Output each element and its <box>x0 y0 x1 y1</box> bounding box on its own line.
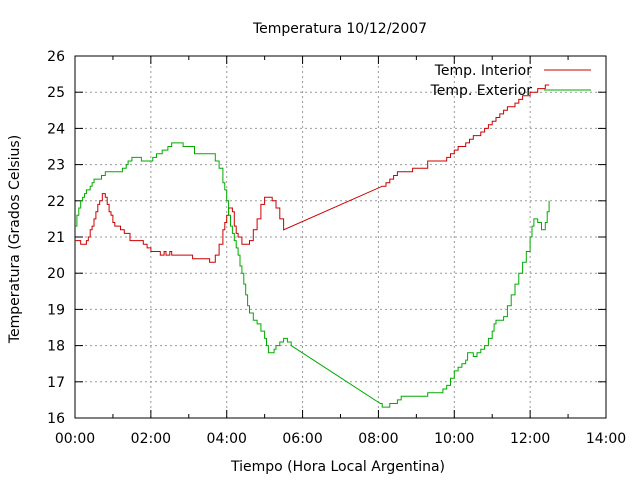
x-tick-label: 02:00 <box>131 431 171 447</box>
x-tick-label: 06:00 <box>282 431 322 447</box>
y-tick-label: 20 <box>47 266 65 282</box>
series-line-interior <box>75 84 550 263</box>
x-tick-label: 08:00 <box>358 431 398 447</box>
y-tick-label: 17 <box>47 375 65 391</box>
x-tick-label: 04:00 <box>207 431 247 447</box>
y-tick-label: 22 <box>47 194 65 210</box>
y-tick-label: 23 <box>47 158 65 174</box>
y-axis-label: Temperatura (Grados Celsius) <box>7 135 23 344</box>
x-axis-label: Tiempo (Hora Local Argentina) <box>230 459 445 475</box>
y-tick-label: 26 <box>47 49 65 65</box>
legend-label-interior: Temp. Interior <box>434 63 533 79</box>
y-tick-label: 25 <box>47 85 65 101</box>
series-line-exterior <box>75 142 550 408</box>
y-tick-label: 21 <box>47 230 65 246</box>
x-tick-label: 12:00 <box>510 431 550 447</box>
x-tick-label: 00:00 <box>55 431 95 447</box>
x-tick-label: 14:00 <box>586 431 626 447</box>
series-lines <box>75 84 550 408</box>
legend-label-exterior: Temp. Exterior <box>430 83 533 99</box>
legend: Temp. Interior Temp. Exterior <box>430 63 591 99</box>
y-tick-labels: 16 17 18 19 20 21 22 23 24 25 26 <box>47 49 65 427</box>
x-tick-labels: 00:00 02:00 04:00 06:00 08:00 10:00 12:00 14:00 <box>55 431 626 447</box>
y-tick-label: 16 <box>47 411 65 427</box>
y-tick-label: 18 <box>47 339 65 355</box>
y-tick-label: 24 <box>47 121 65 137</box>
grid <box>75 56 606 418</box>
y-tick-label: 19 <box>47 302 65 318</box>
x-tick-label: 10:00 <box>434 431 474 447</box>
chart-title: Temperatura 10/12/2007 <box>252 21 427 37</box>
axis-ticks <box>74 55 607 419</box>
